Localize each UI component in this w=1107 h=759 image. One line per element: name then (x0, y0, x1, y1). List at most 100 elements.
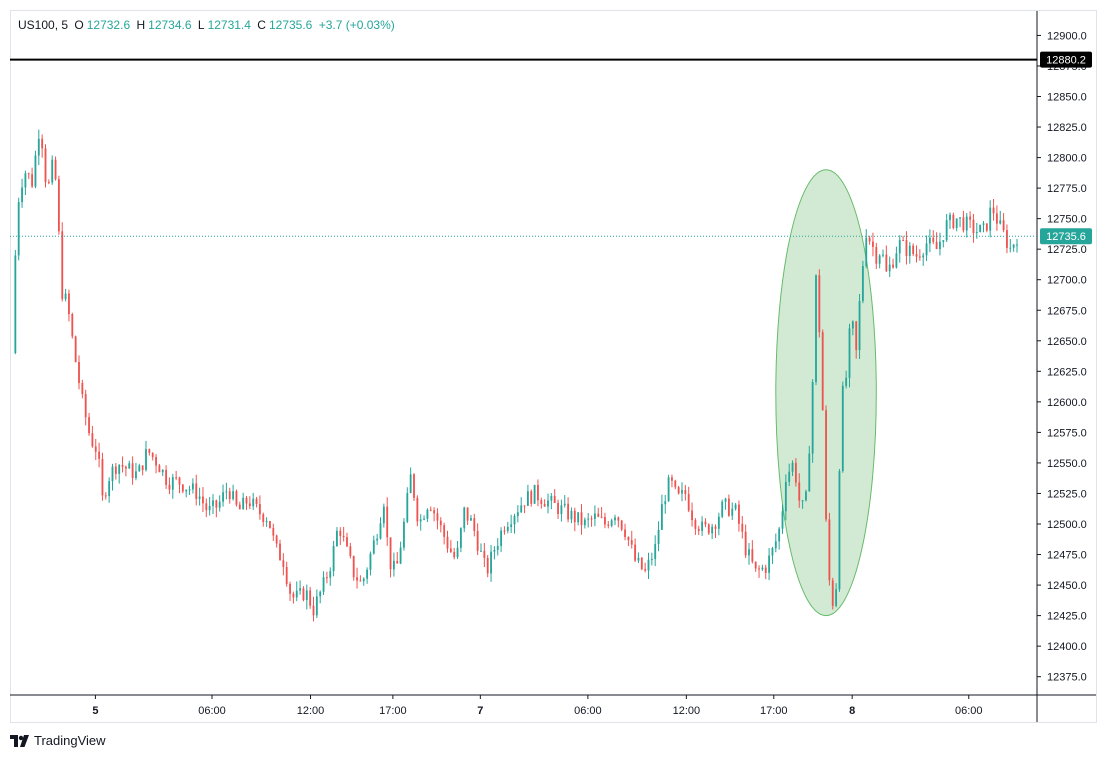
candle-body (342, 535, 345, 538)
x-tick-label: 06:00 (955, 705, 983, 717)
candle-body (567, 503, 570, 520)
candle-body (386, 506, 389, 538)
candle-body (41, 138, 44, 149)
candle-body (811, 382, 814, 454)
candle-body (500, 530, 503, 546)
candle-body (379, 523, 382, 539)
candle-body (647, 559, 650, 571)
candle-body (918, 256, 921, 258)
candle-body (868, 237, 871, 242)
y-tick-label: 12550.0 (1047, 458, 1087, 470)
y-tick-label: 12750.0 (1047, 214, 1087, 226)
candle-body (165, 469, 168, 485)
tradingview-logo-icon (10, 734, 29, 747)
x-tick-label: 06:00 (574, 705, 602, 717)
candle-body (791, 462, 794, 472)
y-tick-label: 12525.0 (1047, 488, 1087, 500)
y-tick-label: 12500.0 (1047, 519, 1087, 531)
candle-body (784, 481, 787, 512)
candle-body (423, 518, 425, 520)
candle-body (925, 243, 928, 256)
candle-body (141, 465, 144, 471)
y-tick-label: 12575.0 (1047, 427, 1087, 439)
candle-body (761, 567, 764, 570)
candle-body (349, 546, 352, 557)
candle-body (282, 560, 285, 568)
chart-frame (10, 10, 1097, 723)
candle-body (691, 510, 693, 521)
candle-body (480, 550, 482, 552)
candle-body (399, 547, 402, 564)
candle-body (637, 557, 640, 561)
candle-body (1012, 244, 1015, 248)
candle-body (570, 510, 573, 520)
candle-body (235, 491, 238, 505)
candle-body (724, 498, 727, 502)
candle-body (704, 521, 707, 525)
candle-body (717, 516, 720, 529)
candle-body (406, 493, 409, 522)
candle-body (51, 159, 54, 183)
candle-body (835, 589, 838, 606)
candle-body (232, 491, 235, 500)
candle-body (37, 138, 40, 156)
candle-body (181, 484, 184, 492)
candle-body (94, 446, 97, 452)
candle-body (312, 605, 315, 616)
candle-body (295, 590, 298, 598)
brand-name: TradingView (34, 733, 106, 748)
candle-body (734, 504, 737, 509)
candle-body (577, 512, 580, 523)
candle-body (262, 514, 265, 522)
candle-body (426, 509, 429, 519)
candle-body (825, 410, 827, 520)
candle-body (905, 240, 908, 256)
candle-body (935, 241, 938, 250)
candle-body (510, 524, 513, 527)
candle-body (583, 519, 586, 526)
candle-body (433, 510, 436, 514)
candle-body (1016, 244, 1018, 246)
candle-body (885, 254, 888, 272)
candle-body (861, 265, 864, 302)
candle-body (972, 219, 975, 234)
candle-body (654, 544, 657, 560)
tradingview-brand[interactable]: TradingView (10, 733, 106, 748)
candle-body (754, 561, 757, 569)
candle-body (634, 544, 637, 561)
candle-body (57, 179, 60, 232)
candle-body (205, 503, 208, 511)
candle-body (540, 500, 543, 505)
candle-body (242, 497, 245, 510)
candle-body (985, 223, 988, 231)
candle-body (858, 301, 861, 351)
candle-body (98, 451, 101, 459)
candle-body (928, 237, 931, 244)
candle-body (671, 477, 673, 481)
candle-body (875, 246, 878, 264)
candle-body (764, 567, 767, 573)
candle-body (768, 555, 771, 573)
candle-body (838, 471, 841, 590)
candle-body (818, 275, 821, 333)
candle-body (21, 187, 23, 203)
candle-body (738, 504, 740, 524)
candle-body (238, 504, 241, 510)
candle-body (104, 495, 107, 497)
candle-body (828, 519, 831, 581)
y-tick-label: 12725.0 (1047, 244, 1087, 256)
candle-body (212, 500, 214, 506)
candle-body (801, 500, 804, 502)
x-tick-label: 5 (92, 705, 98, 717)
candle-body (600, 516, 603, 518)
candle-body (999, 220, 1002, 224)
candle-body (44, 148, 47, 183)
candle-body (352, 556, 355, 578)
candle-body (31, 174, 34, 187)
symbol-interval: US100, 5 (18, 18, 69, 32)
candle-body (781, 511, 784, 529)
candle-body (1006, 230, 1008, 248)
candle-body (466, 507, 469, 521)
candle-body (898, 240, 901, 254)
